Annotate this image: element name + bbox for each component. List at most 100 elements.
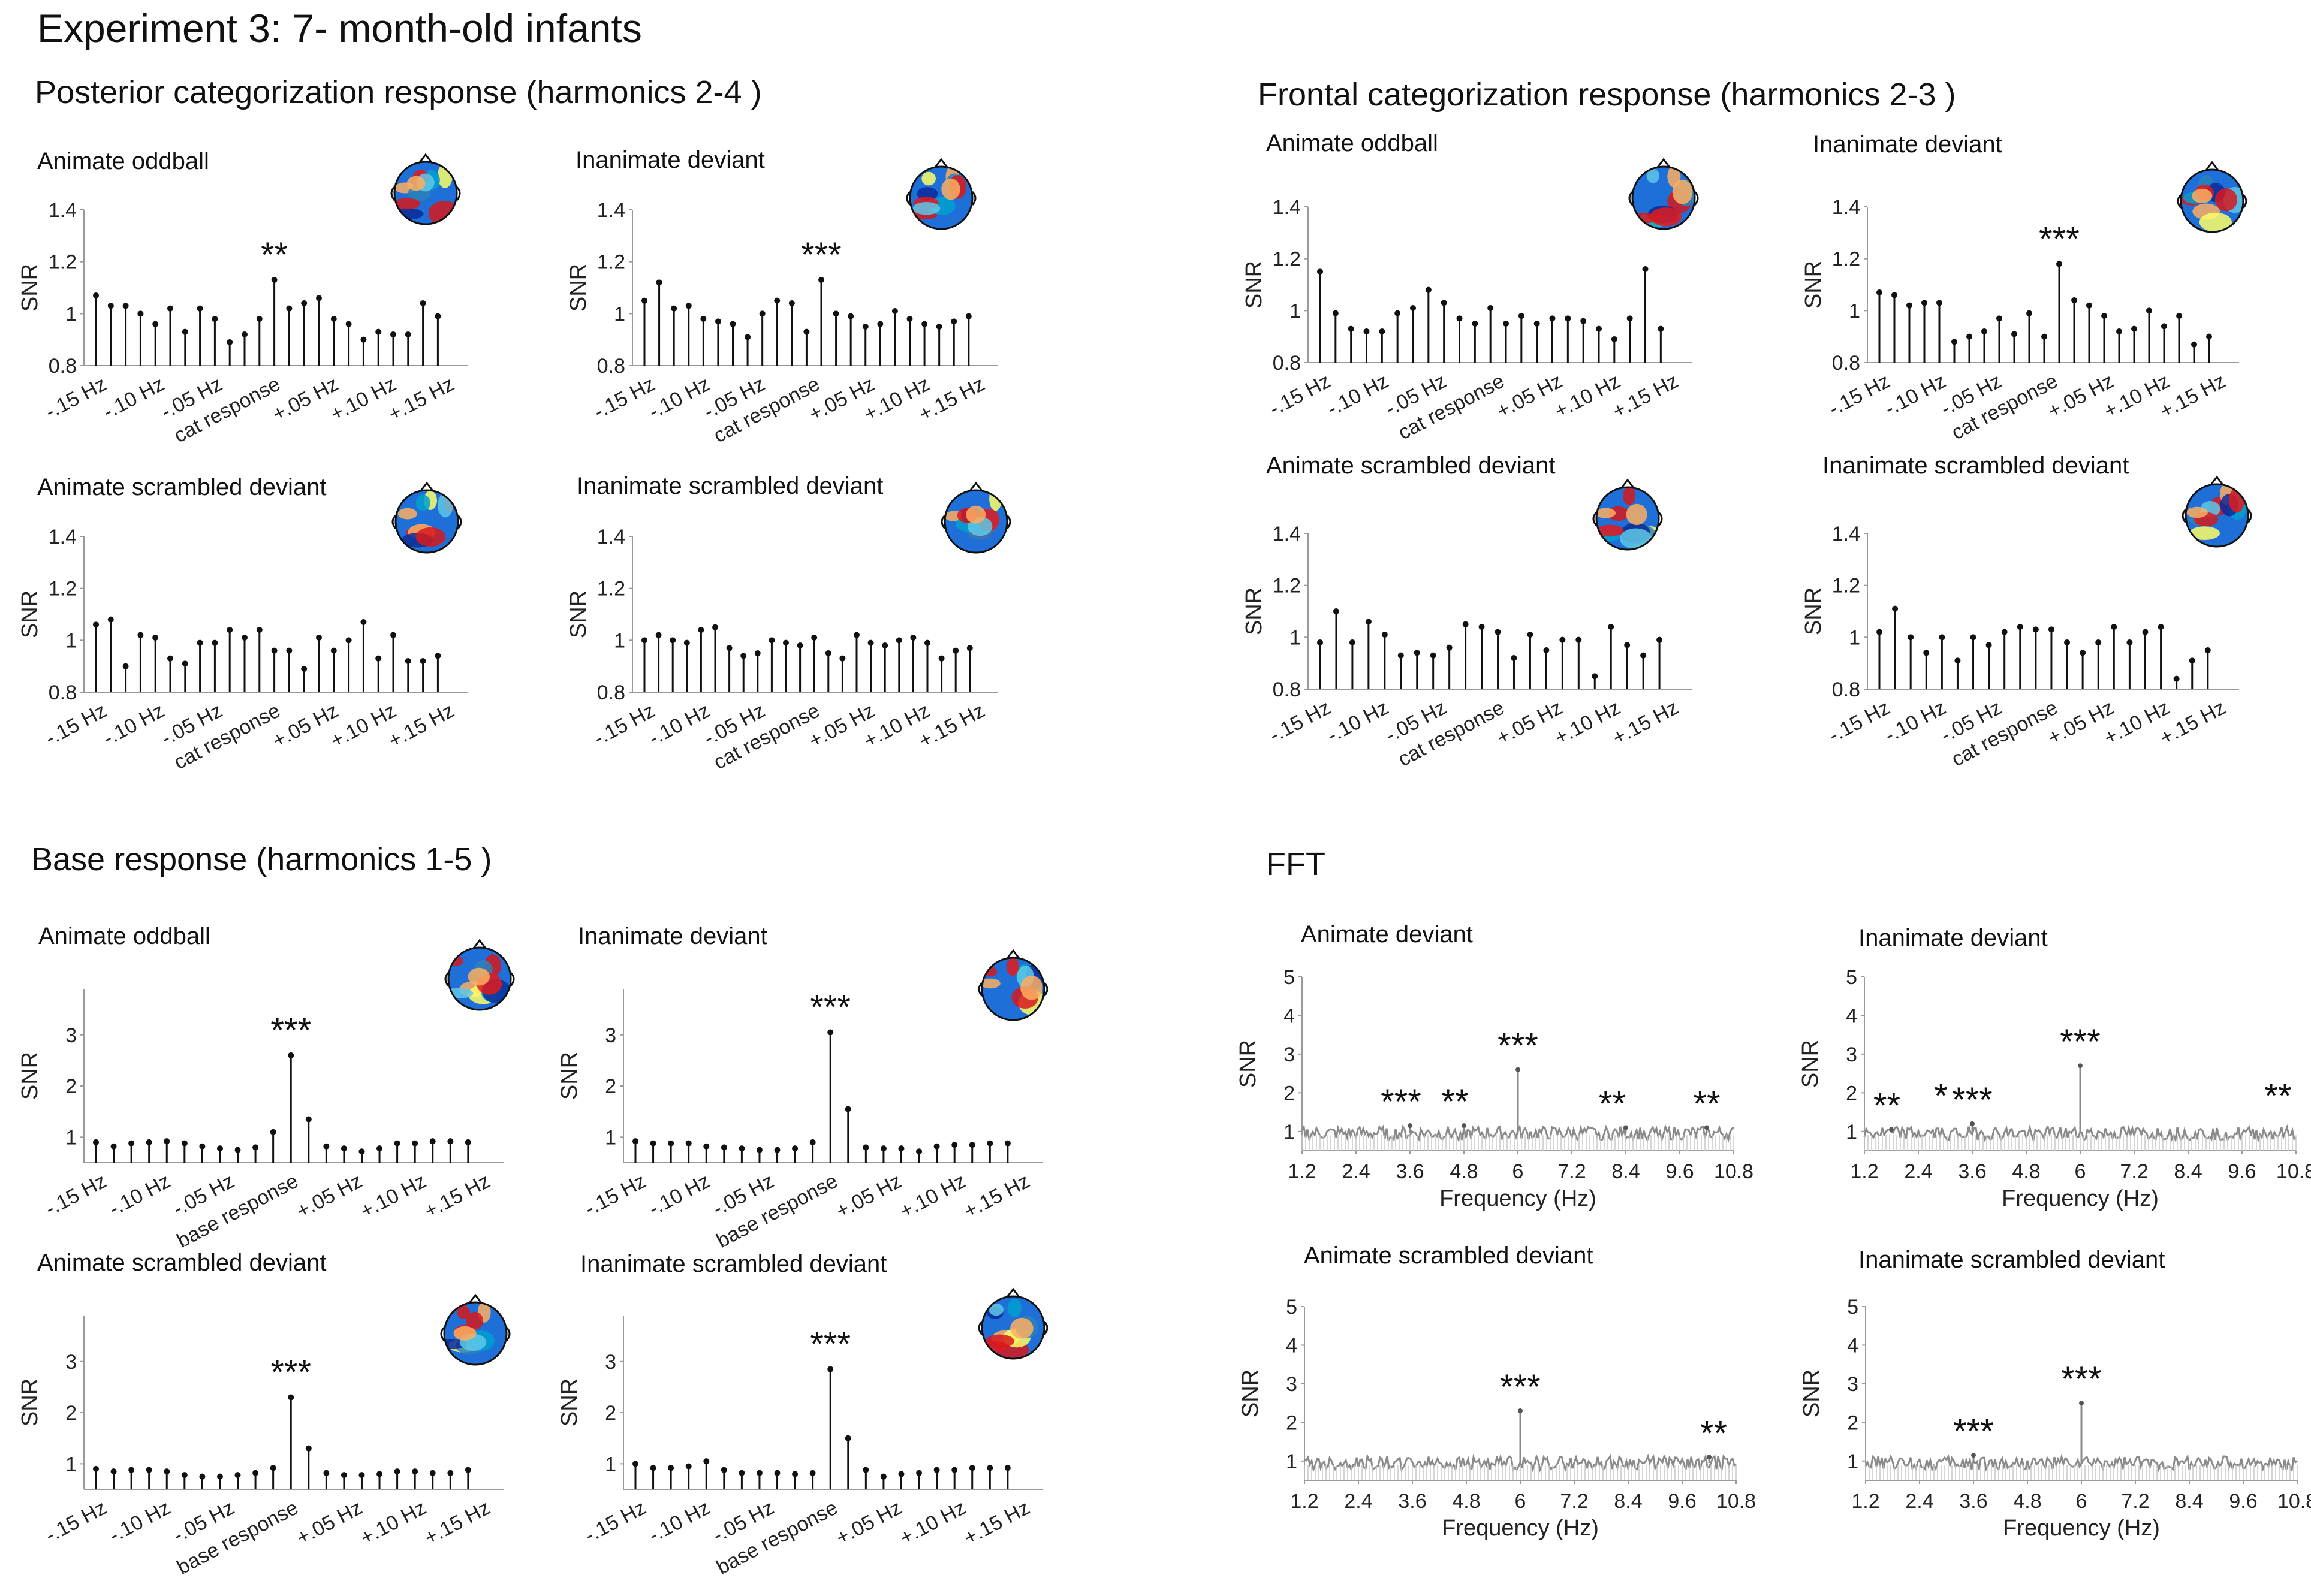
topo-blob <box>448 988 474 999</box>
significance-stars: ** <box>1693 1084 1720 1123</box>
stem-marker <box>2176 313 2182 319</box>
stem-marker <box>1891 292 1897 298</box>
stem-marker <box>969 1142 975 1148</box>
stem-marker <box>910 635 917 641</box>
stem-marker <box>685 303 692 309</box>
stem-marker <box>2173 675 2180 682</box>
stem-marker <box>2126 639 2133 645</box>
x-tick-label: -.15 Hz <box>1825 696 1894 747</box>
stem-marker <box>891 308 898 314</box>
stem-marker <box>698 627 704 633</box>
stem-marker <box>358 1148 365 1155</box>
y-tick-label: 1.2 <box>49 251 77 274</box>
y-axis-label: SNR <box>1798 1040 1823 1088</box>
stem-marker <box>1624 642 1631 648</box>
topo-blob <box>437 163 453 188</box>
stem-marker <box>833 310 839 317</box>
chart-fft-inan-scr: Inanimate scrambled deviant SNR 1 2 3 4 5 *** **… <box>1799 1247 2311 1541</box>
stem-marker <box>825 650 831 656</box>
significance-stars: * <box>1934 1076 1948 1115</box>
stem-marker <box>1640 652 1647 659</box>
figure-title: Experiment 3: 7- month-old infants <box>37 6 642 50</box>
stem-marker <box>650 1140 656 1147</box>
topo-ear <box>2247 508 2252 523</box>
stem-marker <box>252 1470 259 1476</box>
stem-marker <box>632 1461 638 1467</box>
stem-marker <box>1456 315 1463 322</box>
stem-marker <box>1487 305 1494 311</box>
y-tick-label: 1 <box>614 629 625 652</box>
stem-marker <box>2032 626 2039 633</box>
topo-nose <box>1620 478 1635 488</box>
stem-marker <box>2189 657 2195 664</box>
y-tick-label: 1 <box>65 303 77 325</box>
x-tick-label: +.05 Hz <box>269 373 342 426</box>
x-tick-label: 6 <box>2075 1160 2086 1183</box>
topo-blob <box>1596 508 1616 518</box>
stem-marker <box>93 621 99 628</box>
stem-marker <box>1596 325 1602 332</box>
topo-blob <box>456 1305 470 1319</box>
x-tick-label: 10.8 <box>2277 1490 2311 1513</box>
stem-marker <box>447 1470 454 1476</box>
fft-peak-marker <box>1623 1125 1628 1130</box>
y-tick-label: 1 <box>1283 1121 1295 1144</box>
x-tick-label: +.15 Hz <box>2156 370 2229 423</box>
chart-title: Inanimate scrambled deviant <box>577 473 883 499</box>
stem-marker <box>1365 619 1372 625</box>
y-tick-label: 1.2 <box>1273 575 1301 598</box>
stem-marker <box>1608 624 1614 630</box>
stem-marker <box>107 303 114 309</box>
topo-ear <box>1592 511 1598 526</box>
topo-nose <box>2210 475 2224 485</box>
stem-marker <box>756 1470 763 1476</box>
section-title-posterior: Posterior categorization response (harmo… <box>35 74 762 110</box>
section-title-base: Base response (harmonics 1-5 ) <box>31 841 492 877</box>
y-tick-label: 4 <box>1847 1334 1858 1357</box>
stem-marker <box>898 1145 905 1152</box>
stem-marker <box>966 645 973 651</box>
topo-blob <box>415 494 430 512</box>
stem-marker <box>788 300 795 306</box>
x-axis-label: Frequency (Hz) <box>2003 1516 2160 1541</box>
y-tick-label: 2 <box>65 1075 77 1098</box>
topo-ear <box>444 972 450 986</box>
stem-marker <box>1533 321 1540 327</box>
stem-marker <box>916 1148 923 1155</box>
y-tick-label: 1 <box>1846 1121 1857 1144</box>
topo-blob <box>2186 506 2208 518</box>
stem-marker <box>951 1142 958 1148</box>
x-tick-label: -.10 Hz <box>100 373 168 424</box>
chart-base-inan-dev: Inanimate deviant SNR 1 2 3 *** -.15 Hz-.10 Hz… <box>557 923 1043 1253</box>
y-tick-label: 0.8 <box>1273 678 1301 701</box>
x-tick-label: +.05 Hz <box>832 1497 905 1550</box>
significance-stars: *** <box>270 1011 311 1050</box>
x-tick-label: -.10 Hz <box>645 373 714 424</box>
stem-marker <box>2142 629 2149 635</box>
x-tick-label: -.15 Hz <box>1266 370 1334 421</box>
scalp-topography-icon <box>391 481 462 554</box>
stem-marker <box>1876 289 1882 295</box>
y-tick-label: 5 <box>1286 1296 1297 1319</box>
chart-title: Inanimate scrambled deviant <box>580 1251 887 1277</box>
stem-marker <box>2026 310 2032 316</box>
topo-ear <box>1006 514 1011 529</box>
x-tick-label: -.10 Hz <box>100 699 168 750</box>
stem-marker <box>375 655 382 662</box>
scalp-topography-icon <box>1592 478 1663 551</box>
stem-marker <box>745 334 751 340</box>
topo-ear <box>2177 194 2182 209</box>
y-tick-label: 3 <box>1283 1043 1295 1066</box>
y-tick-label: 0.8 <box>597 355 625 378</box>
chart-title: Animate scrambled deviant <box>37 474 326 500</box>
stem-marker <box>703 1143 710 1150</box>
stem-marker <box>854 632 860 638</box>
stem-marker <box>1446 644 1453 651</box>
stem-marker <box>715 318 721 325</box>
stem-marker <box>252 1144 259 1151</box>
y-tick-label: 0.8 <box>1832 678 1860 701</box>
stem-marker <box>182 660 188 667</box>
topo-blob <box>912 201 941 215</box>
stem-marker <box>655 632 662 638</box>
